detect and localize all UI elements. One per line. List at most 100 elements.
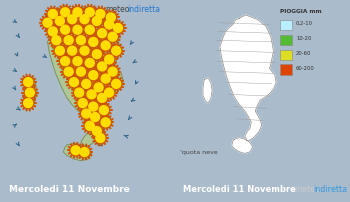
Circle shape (82, 79, 91, 88)
Circle shape (91, 49, 102, 60)
Circle shape (73, 8, 82, 17)
Circle shape (81, 78, 92, 89)
Circle shape (81, 108, 92, 119)
Polygon shape (232, 138, 253, 153)
Circle shape (89, 102, 98, 111)
Text: 20-60: 20-60 (296, 51, 312, 56)
Circle shape (75, 88, 84, 97)
Circle shape (24, 99, 33, 107)
Circle shape (47, 8, 58, 19)
Circle shape (84, 7, 95, 18)
Circle shape (71, 146, 80, 155)
Text: Mercoledi 11 Novembre: Mercoledi 11 Novembre (183, 185, 296, 194)
Circle shape (101, 74, 110, 83)
Circle shape (97, 28, 108, 39)
Circle shape (108, 32, 117, 41)
Circle shape (76, 35, 86, 46)
Circle shape (72, 24, 83, 35)
Circle shape (60, 24, 71, 35)
Circle shape (95, 8, 106, 19)
Circle shape (112, 46, 121, 55)
Circle shape (79, 45, 90, 56)
Circle shape (78, 99, 87, 107)
Polygon shape (220, 15, 276, 141)
Text: meteo: meteo (294, 185, 321, 194)
Circle shape (97, 61, 108, 72)
Text: 0,2-10: 0,2-10 (296, 21, 313, 26)
Text: PIOGGIA mm: PIOGGIA mm (280, 9, 322, 14)
Circle shape (85, 25, 94, 34)
Circle shape (23, 98, 34, 109)
Circle shape (85, 8, 94, 17)
Circle shape (80, 46, 89, 55)
Circle shape (107, 66, 118, 77)
Circle shape (84, 24, 95, 35)
Circle shape (87, 90, 96, 99)
Text: Mercoledi 11 Novembre: Mercoledi 11 Novembre (9, 185, 130, 194)
Circle shape (69, 78, 78, 87)
Circle shape (68, 46, 77, 55)
Circle shape (92, 50, 101, 59)
Circle shape (76, 66, 86, 77)
Circle shape (111, 78, 122, 89)
Circle shape (60, 56, 71, 67)
Circle shape (93, 82, 104, 93)
Circle shape (66, 45, 78, 56)
Circle shape (112, 79, 121, 88)
Circle shape (74, 87, 85, 98)
Circle shape (104, 19, 115, 30)
Circle shape (84, 57, 95, 68)
Circle shape (42, 17, 53, 28)
Circle shape (111, 45, 122, 56)
Circle shape (100, 73, 111, 84)
Circle shape (94, 83, 103, 92)
Circle shape (99, 106, 108, 115)
Circle shape (95, 133, 106, 144)
Circle shape (85, 121, 94, 130)
Circle shape (101, 118, 110, 127)
Circle shape (88, 101, 99, 112)
Circle shape (72, 56, 83, 67)
Circle shape (25, 87, 35, 98)
Circle shape (100, 117, 111, 128)
Circle shape (84, 120, 95, 131)
Circle shape (89, 38, 98, 46)
Circle shape (97, 92, 108, 103)
Circle shape (61, 8, 70, 17)
Circle shape (105, 12, 117, 23)
Polygon shape (48, 7, 123, 147)
Circle shape (63, 66, 74, 77)
Circle shape (90, 112, 100, 123)
Text: indiretta: indiretta (314, 185, 348, 194)
Circle shape (54, 45, 65, 56)
Circle shape (47, 26, 58, 37)
Circle shape (66, 14, 78, 25)
Circle shape (72, 7, 83, 18)
Circle shape (98, 93, 107, 102)
Circle shape (104, 54, 115, 65)
Circle shape (64, 67, 73, 76)
Circle shape (48, 9, 57, 18)
Circle shape (73, 25, 82, 34)
Circle shape (98, 105, 110, 116)
Circle shape (77, 67, 85, 76)
Circle shape (105, 20, 114, 29)
FancyBboxPatch shape (280, 50, 292, 60)
Circle shape (77, 36, 85, 45)
Circle shape (61, 57, 70, 66)
Circle shape (89, 71, 98, 80)
Circle shape (68, 77, 79, 88)
Circle shape (23, 77, 34, 88)
Text: indiretta: indiretta (127, 5, 160, 14)
FancyBboxPatch shape (280, 20, 292, 30)
FancyBboxPatch shape (280, 35, 292, 45)
Circle shape (79, 14, 90, 25)
Circle shape (82, 109, 91, 118)
Circle shape (63, 35, 74, 46)
Circle shape (106, 13, 116, 22)
Text: 'quota neve: 'quota neve (180, 149, 217, 155)
Circle shape (80, 147, 89, 157)
Circle shape (88, 70, 99, 81)
Circle shape (91, 113, 99, 122)
Circle shape (24, 78, 33, 87)
